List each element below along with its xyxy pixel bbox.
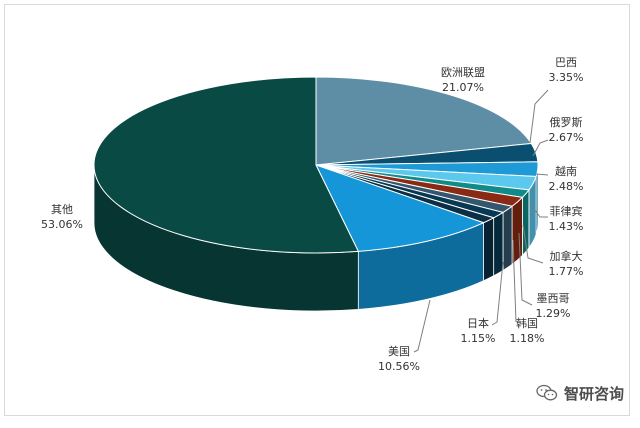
watermark: 智研咨询 [536,381,624,405]
slice-label-value: 2.48% [549,180,584,193]
leader-line-8 [491,261,504,326]
slice-label-name: 俄罗斯 [550,116,583,129]
pie-side-7 [493,211,504,277]
slice-label-value: 2.67% [549,131,584,144]
pie-side-8 [483,217,495,282]
leader-line-2 [532,139,549,157]
slice-label-name: 越南 [555,164,577,178]
slice-label-name: 欧洲联盟 [441,66,485,79]
slice-label-value: 3.35% [549,71,584,84]
slice-label-name: 加拿大 [550,249,583,263]
pie-slice-9 [315,164,485,252]
pie-slice-10 [93,76,360,254]
slice-label-value: 1.18% [510,332,545,345]
slice-label-value: 10.56% [378,360,420,373]
slice-label-name: 日本 [467,316,489,330]
slice-label-name: 巴西 [555,56,577,69]
pie-labels: 欧洲联盟 21.07% 巴西 3.35% 俄罗斯 2.67% 越南 2.48% 菲律宾 1.43%… [41,56,583,373]
pie-top [93,76,539,254]
slice-label-name: 美国 [388,345,410,358]
leader-line-5 [522,224,544,264]
leader-line-1 [529,89,549,144]
slice-label-value: 21.07% [442,81,484,94]
slice-label-name: 墨西哥 [537,292,570,305]
leader-line-6 [518,232,533,306]
wechat-logo-icon [536,384,558,401]
slice-label-name: 菲律宾 [550,204,583,218]
watermark-text: 智研咨询 [564,384,625,403]
slice-label-name: 韩国 [516,316,538,330]
leader-line-3 [535,173,549,176]
leader-line-9 [413,299,431,353]
slice-label-value: 53.06% [41,218,83,231]
leader-line-7 [512,239,517,323]
pie-side-6 [502,205,513,272]
slice-label-value: 1.43% [549,220,584,233]
slice-label-value: 1.29% [536,307,571,320]
slice-label-value: 1.15% [461,332,496,345]
slice-label-name: 其他 [51,203,73,216]
slice-label-value: 1.77% [549,265,584,278]
pie-slice-0 [315,76,533,166]
leader-line-4 [530,204,548,218]
